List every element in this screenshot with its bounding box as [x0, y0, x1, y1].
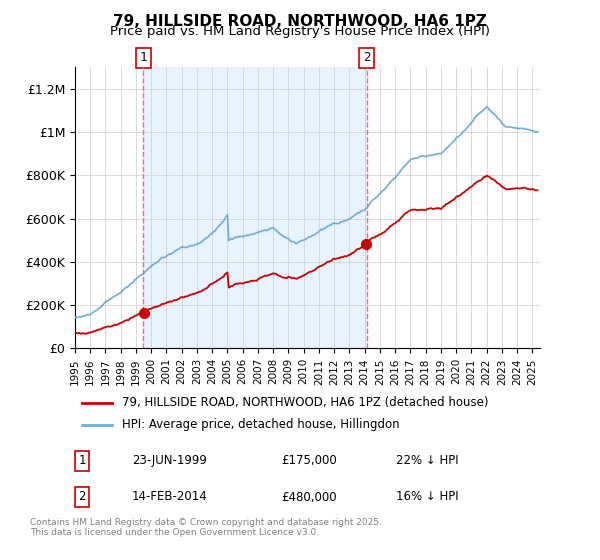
Text: £480,000: £480,000	[281, 491, 337, 503]
Text: 14-FEB-2014: 14-FEB-2014	[132, 491, 208, 503]
Text: Price paid vs. HM Land Registry's House Price Index (HPI): Price paid vs. HM Land Registry's House …	[110, 25, 490, 38]
Text: 16% ↓ HPI: 16% ↓ HPI	[396, 491, 458, 503]
Bar	[143, 67, 367, 348]
Text: 2: 2	[363, 52, 370, 64]
Text: 1: 1	[78, 454, 86, 467]
Text: £175,000: £175,000	[281, 454, 337, 467]
Text: 22% ↓ HPI: 22% ↓ HPI	[396, 454, 458, 467]
Text: 79, HILLSIDE ROAD, NORTHWOOD, HA6 1PZ (detached house): 79, HILLSIDE ROAD, NORTHWOOD, HA6 1PZ (d…	[122, 396, 488, 409]
Text: 79, HILLSIDE ROAD, NORTHWOOD, HA6 1PZ: 79, HILLSIDE ROAD, NORTHWOOD, HA6 1PZ	[113, 14, 487, 29]
Text: 2: 2	[78, 491, 86, 503]
Text: HPI: Average price, detached house, Hillingdon: HPI: Average price, detached house, Hill…	[122, 418, 400, 431]
Text: 23-JUN-1999: 23-JUN-1999	[132, 454, 206, 467]
Text: 1: 1	[139, 52, 147, 64]
Text: Contains HM Land Registry data © Crown copyright and database right 2025.
This d: Contains HM Land Registry data © Crown c…	[30, 518, 382, 538]
